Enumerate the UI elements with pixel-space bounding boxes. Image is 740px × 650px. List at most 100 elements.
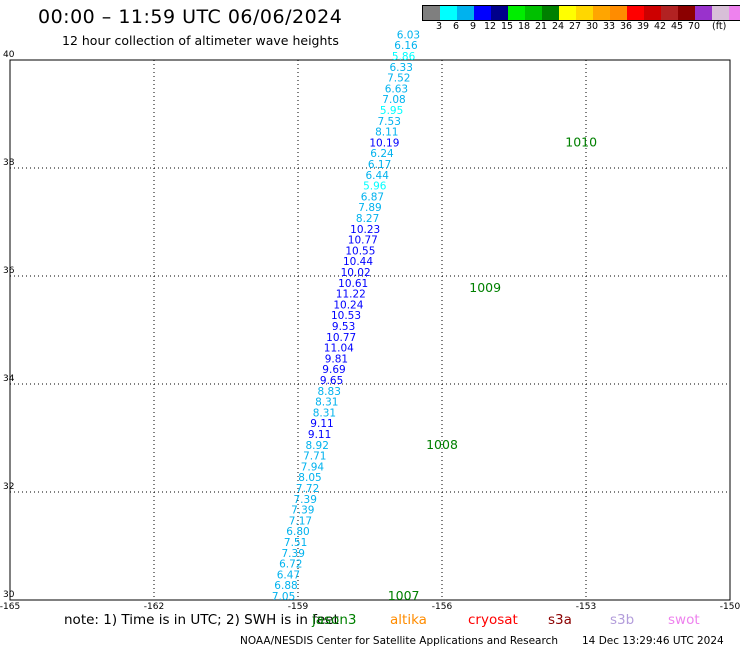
footer-timestamp: 14 Dec 13:29:46 UTC 2024 [582, 635, 724, 647]
colorbar-swatch [729, 6, 740, 20]
legend-item-jason3: jason3 [312, 612, 357, 628]
x-tick-label: -156 [432, 602, 453, 610]
wave-height-point: 8.11 [375, 127, 398, 139]
x-tick-label: -165 [0, 602, 20, 610]
x-tick-label: -159 [288, 602, 309, 610]
wave-height-point: 10.77 [326, 332, 356, 344]
wave-height-point: 7.39 [291, 505, 314, 517]
colorbar-label: 15 [500, 21, 514, 32]
wave-height-point: 10.55 [345, 245, 375, 257]
wave-height-point: 5.96 [363, 181, 387, 193]
chart-subtitle: 12 hour collection of altimeter wave hei… [62, 33, 339, 48]
colorbar-label: 18 [517, 21, 531, 32]
wave-height-point: 6.63 [385, 83, 408, 95]
wave-height-point: 6.44 [366, 170, 390, 182]
wave-height-point: 8.92 [306, 440, 329, 452]
colorbar-label: 9 [469, 21, 477, 32]
wave-height-point: 9.69 [322, 364, 345, 376]
wave-height-point: 9.11 [310, 418, 333, 430]
wave-height-point: 6.72 [279, 559, 302, 571]
colorbar-swatch [627, 6, 644, 20]
y-tick-label: 38 [3, 158, 15, 168]
wave-height-point: 6.24 [370, 148, 394, 160]
note-text: note: 1) Time is in UTC; 2) SWH is in fe… [64, 612, 339, 628]
colorbar-swatch [491, 6, 508, 20]
x-tick-label: -162 [144, 602, 164, 610]
colorbar-swatch [610, 6, 627, 20]
colorbar-label: 21 [534, 21, 548, 32]
wave-height-point: 5.86 [392, 51, 416, 63]
wave-height-point: 8.05 [298, 472, 321, 484]
y-tick-label: 36 [3, 266, 15, 276]
wave-height-point: 7.89 [358, 202, 381, 214]
colorbar-swatch [576, 6, 593, 20]
x-tick-label: -153 [576, 602, 596, 610]
legend-item-swot: swot [668, 612, 700, 628]
colorbar-swatch [423, 6, 440, 20]
pass-number-label: 1008 [426, 437, 458, 452]
wave-height-point: 8.27 [356, 213, 379, 225]
wave-height-point: 7.05 [272, 591, 295, 603]
colorbar-swatch [525, 6, 542, 20]
colorbar-label: 45 [670, 21, 684, 32]
wave-height-point: 7.39 [282, 548, 305, 560]
colorbar-label: 24 [551, 21, 565, 32]
pass-number-label: 1009 [469, 280, 501, 295]
wave-height-point: 9.11 [308, 429, 331, 441]
wave-height-point: 6.80 [286, 526, 309, 538]
y-tick-label: 40 [3, 50, 15, 60]
colorbar-swatch [695, 6, 712, 20]
wave-height-point: 6.33 [390, 62, 413, 74]
plot-frame [9, 59, 731, 601]
colorbar-swatch [661, 6, 678, 20]
wave-height-point: 11.04 [324, 343, 354, 355]
colorbar-swatch [508, 6, 525, 20]
pass-number-label: 1007 [388, 588, 420, 603]
satellite-legend: jason3 altika cryosat s3a s3b swot [0, 612, 740, 630]
x-tick-label: -150 [720, 602, 740, 610]
wave-height-point: 7.72 [296, 483, 319, 495]
colorbar-label: 33 [602, 21, 616, 32]
colorbar-swatch [542, 6, 559, 20]
colorbar-label: 3 [435, 21, 443, 32]
wave-height-point: 10.23 [350, 224, 380, 236]
wave-height-point: 6.87 [361, 191, 384, 203]
legend-item-s3a: s3a [548, 612, 572, 628]
colorbar-swatch [559, 6, 576, 20]
wave-height-point: 10.44 [343, 256, 373, 268]
wave-height-point: 7.39 [294, 494, 317, 506]
wave-height-point: 7.51 [284, 537, 307, 549]
y-tick-label: 34 [3, 374, 15, 384]
colorbar-swatch [474, 6, 491, 20]
chart-title: 00:00 – 11:59 UTC 06/06/2024 [38, 6, 343, 28]
footer-credit: NOAA/NESDIS Center for Satellite Applica… [240, 635, 558, 647]
wave-height-point: 6.17 [368, 159, 391, 171]
wave-height-point: 10.61 [338, 278, 368, 290]
colorbar-label: 30 [585, 21, 599, 32]
wave-height-point: 7.94 [301, 461, 325, 473]
wave-height-point: 6.47 [277, 569, 300, 581]
legend-item-s3b: s3b [610, 612, 635, 628]
y-tick-label: 30 [3, 590, 15, 600]
wave-height-point: 6.88 [274, 580, 297, 592]
colorbar-unit: (ft) [712, 21, 727, 32]
wave-height-point: 8.31 [315, 397, 338, 409]
wave-height-point: 10.53 [331, 310, 361, 322]
colorbar-label: 6 [452, 21, 460, 32]
wave-height-point: 6.03 [397, 29, 420, 41]
wave-height-point: 8.83 [318, 386, 341, 398]
wave-height-point: 5.95 [380, 105, 403, 117]
pass-number-label: 1010 [565, 134, 597, 149]
colorbar-label: 39 [636, 21, 650, 32]
colorbar-label: 27 [568, 21, 582, 32]
colorbar-label: 36 [619, 21, 633, 32]
colorbar-swatch [593, 6, 610, 20]
colorbar-label: 70 [687, 21, 701, 32]
colorbar-swatch [644, 6, 661, 20]
colorbar-swatch [440, 6, 457, 20]
wave-height-point: 10.24 [333, 299, 363, 311]
wave-height-point: 10.77 [348, 235, 378, 247]
wave-height-point: 10.19 [369, 137, 399, 149]
wave-height-point: 11.22 [336, 289, 366, 301]
wave-height-point: 7.53 [378, 116, 401, 128]
